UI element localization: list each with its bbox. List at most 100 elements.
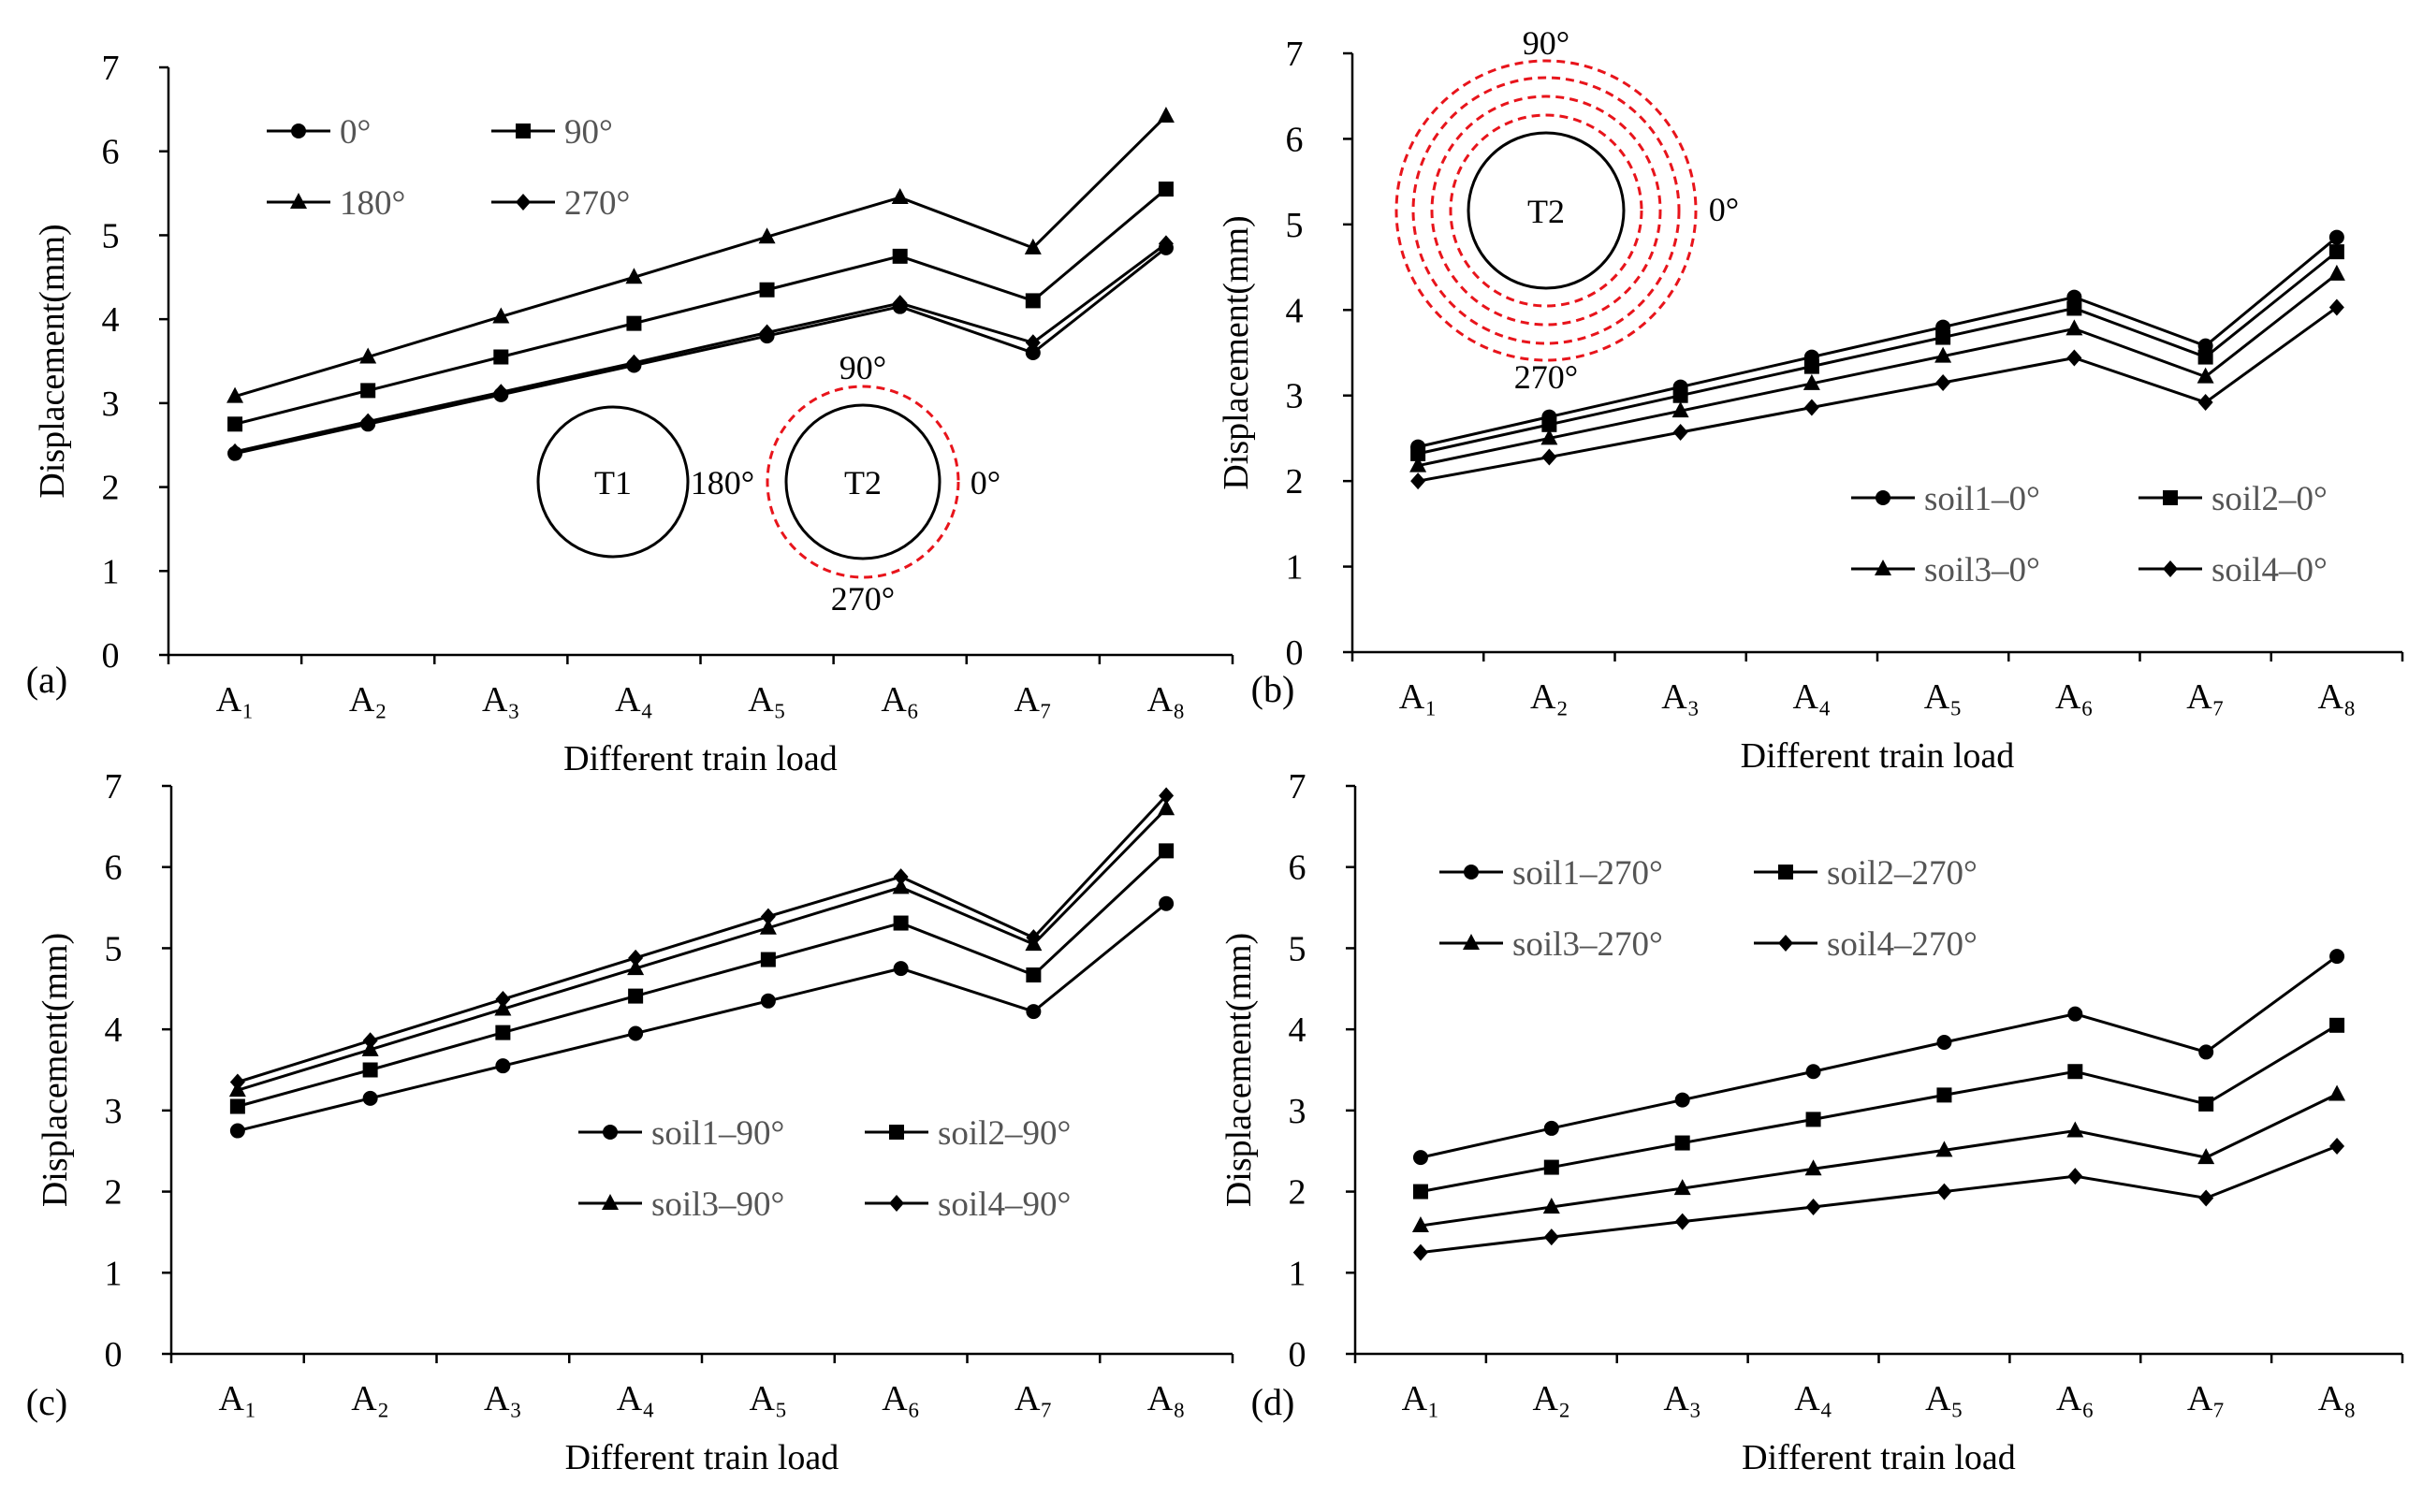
data-point bbox=[760, 908, 776, 925]
legend-label: soil2–0° bbox=[2211, 480, 2328, 518]
tunnel-t1-label: T1 bbox=[594, 464, 632, 502]
data-point bbox=[1412, 1243, 1428, 1261]
legend-label: soil4–90° bbox=[938, 1185, 1071, 1224]
data-point bbox=[1803, 358, 1819, 374]
legend-marker bbox=[2163, 490, 2178, 505]
series-line-2 bbox=[237, 850, 1168, 1108]
x-tick-label: A₅ bbox=[748, 680, 786, 720]
legend-label: soil1–0° bbox=[1924, 480, 2040, 518]
data-point bbox=[892, 248, 908, 264]
x-tick-label: A₃ bbox=[482, 680, 520, 720]
data-point bbox=[1024, 238, 1042, 254]
series-line-3 bbox=[234, 114, 1167, 399]
data-point bbox=[1934, 346, 1952, 363]
y-tick-label: 0 bbox=[1289, 1335, 1306, 1374]
x-tick-label: A₆ bbox=[2055, 677, 2094, 717]
y-tick-label: 4 bbox=[1289, 1010, 1306, 1050]
tunnel-t2-label: T2 bbox=[1527, 193, 1565, 230]
x-tick-label: A₈ bbox=[2318, 677, 2357, 717]
legend-marker bbox=[516, 194, 531, 211]
legend-label: soil4–0° bbox=[2211, 551, 2328, 589]
x-tick-label: A₆ bbox=[881, 680, 919, 720]
data-point bbox=[1935, 1141, 1953, 1157]
data-point bbox=[2329, 1138, 2345, 1156]
legend-entry: soil3–270° bbox=[1439, 925, 1663, 964]
tunnel-diagram: T1 T2 90° 180° 0° 270° bbox=[536, 349, 1000, 618]
data-point bbox=[495, 1058, 511, 1074]
legend-label: soil3–0° bbox=[1924, 551, 2040, 589]
y-tick-label: 6 bbox=[105, 849, 123, 888]
data-point bbox=[226, 386, 244, 403]
soil-layer-ring bbox=[1394, 59, 1698, 362]
y-tick-label: 2 bbox=[1289, 1173, 1306, 1213]
legend-entry: soil4–90° bbox=[865, 1185, 1071, 1224]
tunnel-diagram: T2 90° 0° 270° bbox=[1394, 24, 1739, 396]
legend-marker bbox=[1464, 865, 1479, 880]
data-point bbox=[626, 315, 642, 331]
data-point bbox=[1672, 424, 1688, 442]
data-point bbox=[2066, 349, 2082, 367]
y-tick-label: 3 bbox=[105, 1092, 123, 1131]
data-point bbox=[1158, 182, 1174, 197]
y-tick-label: 5 bbox=[102, 216, 120, 255]
data-point bbox=[625, 268, 643, 284]
data-point bbox=[229, 1073, 245, 1091]
data-point bbox=[628, 949, 644, 967]
data-point bbox=[2329, 949, 2345, 965]
y-tick-label: 4 bbox=[105, 1010, 123, 1050]
legend-label: 90° bbox=[564, 113, 613, 152]
data-point bbox=[1410, 472, 1426, 490]
series-line-1 bbox=[1417, 236, 2338, 449]
legend-marker bbox=[1876, 490, 1890, 505]
series-line-1 bbox=[234, 246, 1167, 456]
data-point bbox=[360, 413, 376, 430]
data-point bbox=[362, 1090, 378, 1106]
data-point bbox=[2065, 319, 2083, 336]
soil-layer-ring bbox=[1430, 94, 1662, 327]
legend-entry: soil4–0° bbox=[2138, 551, 2328, 589]
x-tick-label: A₄ bbox=[617, 1379, 655, 1418]
panel-label: (b) bbox=[1251, 668, 1295, 710]
legend-entry: soil3–0° bbox=[1851, 551, 2040, 589]
data-point bbox=[1935, 329, 1951, 345]
data-point bbox=[1936, 1183, 1952, 1200]
legend-entry: 0° bbox=[267, 113, 371, 152]
data-point bbox=[1025, 334, 1041, 352]
data-point bbox=[1805, 1064, 1821, 1080]
legend-marker bbox=[290, 193, 307, 209]
data-point bbox=[627, 959, 645, 976]
y-tick-label: 5 bbox=[105, 929, 123, 968]
data-point bbox=[2328, 264, 2345, 281]
data-point bbox=[892, 295, 908, 313]
y-tick-label: 7 bbox=[1286, 35, 1304, 74]
legend-marker bbox=[1875, 560, 1891, 575]
series-line-1 bbox=[237, 902, 1168, 1132]
data-point bbox=[1026, 1004, 1042, 1020]
data-point bbox=[492, 307, 510, 324]
data-point bbox=[229, 1098, 245, 1114]
y-tick-label: 3 bbox=[102, 385, 120, 424]
y-tick-label: 2 bbox=[105, 1173, 123, 1213]
y-axis-title: Displacement(mm) bbox=[33, 224, 72, 498]
x-tick-label: A₇ bbox=[2186, 677, 2225, 717]
y-tick-label: 5 bbox=[1289, 929, 1306, 968]
legend-marker bbox=[603, 1125, 618, 1140]
data-point bbox=[227, 443, 243, 460]
data-point bbox=[495, 1025, 511, 1040]
y-tick-label: 6 bbox=[1289, 849, 1306, 888]
data-point bbox=[759, 282, 775, 298]
angle-label-right: 0° bbox=[1709, 191, 1739, 228]
y-tick-label: 4 bbox=[102, 300, 120, 340]
legend-entry: soil4–270° bbox=[1754, 925, 1978, 964]
x-axis-title: Different train load bbox=[1741, 736, 2015, 776]
y-tick-label: 5 bbox=[1286, 206, 1304, 245]
legend-label: 0° bbox=[340, 113, 371, 152]
legend-entry: soil1–90° bbox=[578, 1114, 784, 1153]
series-line-2 bbox=[1417, 250, 2338, 456]
data-point bbox=[1672, 387, 1688, 403]
data-point bbox=[2329, 1017, 2345, 1033]
angle-label-top: 90° bbox=[839, 349, 886, 386]
x-tick-label: A₅ bbox=[750, 1379, 788, 1418]
x-tick-label: A₃ bbox=[484, 1379, 522, 1418]
data-point bbox=[893, 915, 909, 931]
